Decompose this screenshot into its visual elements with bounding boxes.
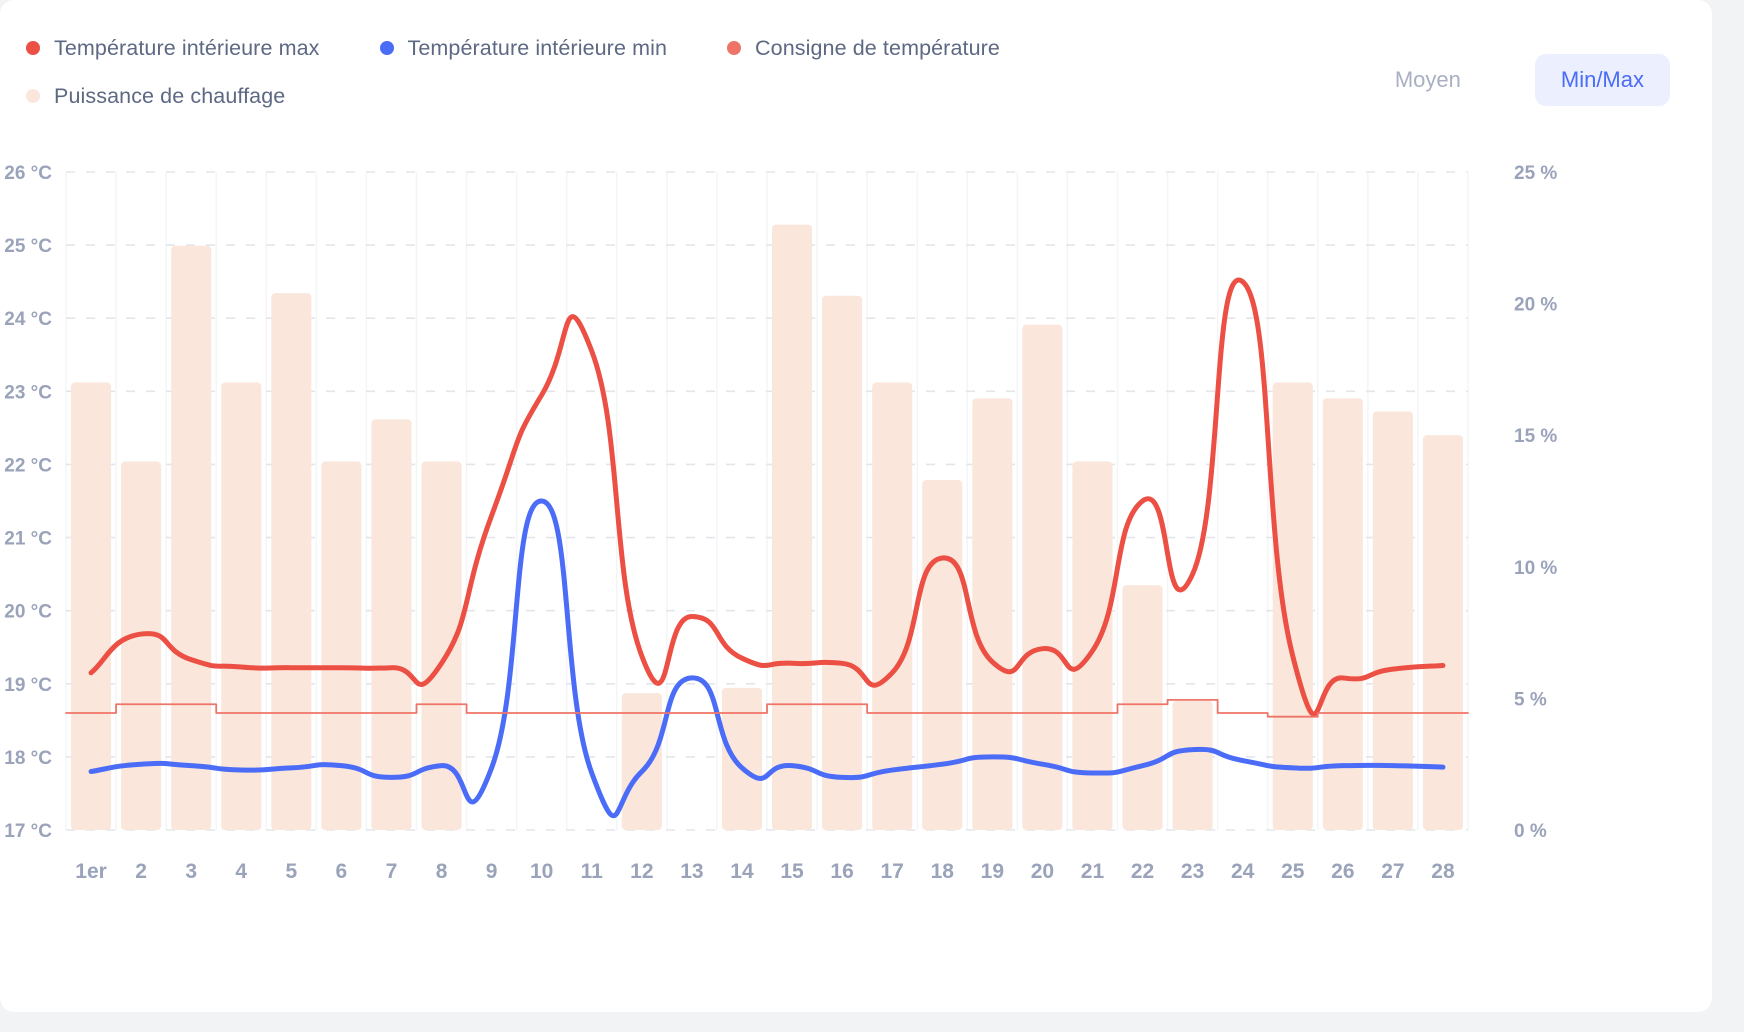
x-axis-tick-label: 17 [880,860,903,883]
y-axis-left-tick-label: 21 °C [4,529,52,550]
x-axis-tick-label: 28 [1431,860,1455,883]
bar-heating-power[interactable] [321,461,362,830]
bar-heating-power[interactable] [371,419,412,830]
y-axis-right-tick-label: 0 % [1514,821,1547,842]
x-axis-tick-label: 1er [75,860,107,883]
legend-item-consigne[interactable]: Consigne de température [727,24,1000,72]
legend-dot-puissance [26,89,40,103]
x-axis-tick-label: 26 [1331,860,1354,883]
bar-heating-power[interactable] [721,687,762,830]
y-axis-right-tick-label: 5 % [1514,689,1547,710]
bar-heating-power[interactable] [621,693,662,830]
x-axis-tick-label: 2 [135,860,147,883]
x-axis-tick-label: 10 [530,860,553,883]
bar-heating-power[interactable] [1122,585,1163,830]
y-axis-left-tick-label: 23 °C [4,382,52,403]
bar-heating-power[interactable] [1022,324,1063,830]
y-axis-left-tick-label: 26 °C [4,163,52,184]
y-axis-left-tick-label: 19 °C [4,675,52,696]
y-axis-left-tick-label: 20 °C [4,602,52,623]
chart-svg: 17 °C 18 °C 19 °C 20 °C 21 °C 22 °C 23 °C 24 °C… [4,163,1557,883]
legend-label-puissance: Puissance de chauffage [54,83,286,108]
bar-heating-power[interactable] [872,382,913,830]
chart-legend: Température intérieure max Température i… [26,24,1206,120]
x-axis-tick-label: 3 [185,860,197,883]
bar-heating-power[interactable] [1372,411,1413,830]
legend-label-temp-max: Température intérieure max [54,35,320,60]
legend-dot-temp-min [379,41,394,55]
bar-heating-power[interactable] [271,293,312,830]
y-axis-right-tick-label: 15 % [1514,426,1557,447]
series-line-consigne-de-temp-rature[interactable] [65,698,1469,718]
y-axis-left-tick-label: 18 °C [4,748,52,769]
x-axis-tick-label: 7 [386,860,398,883]
legend-item-temp-min[interactable]: Température intérieure min [379,24,668,72]
x-axis-tick-label: 4 [235,860,247,883]
bar-heating-power[interactable] [822,295,863,830]
x-axis-tick-label: 20 [1031,860,1054,883]
x-axis-tick-label: 8 [436,860,448,883]
bar-heating-power[interactable] [121,461,162,830]
legend-item-puissance[interactable]: Puissance de chauffage [26,72,285,120]
bar-heating-power[interactable] [71,382,112,830]
legend-dot-consigne [727,41,742,55]
bar-heating-power[interactable] [421,461,462,830]
y-axis-left-tick-label: 17 °C [4,821,52,842]
x-axis-tick-label: 18 [931,860,955,883]
mode-button-minmax[interactable]: Min/Max [1534,54,1670,106]
x-axis-tick-label: 27 [1381,860,1404,883]
x-axis-tick-label: 14 [730,860,754,883]
legend-label-consigne: Consigne de température [755,35,1000,60]
y-axis-right-tick-label: 25 % [1514,163,1557,184]
legend-label-temp-min: Température intérieure min [407,35,668,60]
series-line-temp-rature-int-rieure-min[interactable] [88,498,1446,818]
bar-heating-power[interactable] [1272,382,1313,830]
chart-card: Température intérieure max Température i… [0,0,1712,1012]
x-axis-tick-label: 9 [486,860,498,883]
bar-heating-power[interactable] [772,224,813,830]
legend-item-temp-max[interactable]: Température intérieure max [26,24,320,72]
y-axis-left-tick-label: 24 °C [4,309,52,330]
aggregation-mode-toggle: Moyen Min/Max [1369,54,1670,106]
bar-heating-power[interactable] [221,382,262,830]
mode-button-moyen[interactable]: Moyen [1369,54,1487,106]
x-axis-tick-label: 12 [630,860,653,883]
y-axis-left-tick-label: 25 °C [4,236,52,257]
y-axis-left-tick-label: 22 °C [4,455,52,476]
bar-heating-power[interactable] [1072,461,1113,830]
y-axis-right-tick-label: 10 % [1514,558,1557,579]
x-axis-tick-label: 5 [285,860,297,883]
bar-heating-power[interactable] [1172,701,1213,830]
bar-heating-power[interactable] [1322,398,1363,830]
x-axis-tick-label: 23 [1181,860,1204,883]
bar-heating-power[interactable] [1422,435,1463,830]
x-axis-tick-label: 19 [981,860,1004,883]
x-axis-tick-label: 6 [336,860,348,883]
bar-heating-power[interactable] [171,245,212,831]
x-axis-tick-label: 24 [1231,860,1255,883]
chart-plot-area[interactable]: 17 °C 18 °C 19 °C 20 °C 21 °C 22 °C 23 °C 24 °C… [0,150,1712,940]
x-axis-tick-label: 25 [1281,860,1305,883]
x-axis-tick-label: 15 [780,860,804,883]
x-axis-tick-label: 13 [680,860,703,883]
x-axis-tick-label: 16 [830,860,853,883]
bar-heating-power[interactable] [922,479,963,830]
series-line-temp-rature-int-rieure-max[interactable] [88,277,1446,717]
bar-heating-power[interactable] [972,398,1013,830]
x-axis-tick-label: 21 [1081,860,1105,883]
y-axis-right-tick-label: 20 % [1514,295,1557,316]
x-axis-tick-label: 22 [1131,860,1154,883]
x-axis-tick-label: 11 [581,860,604,883]
legend-dot-temp-max [26,41,40,55]
